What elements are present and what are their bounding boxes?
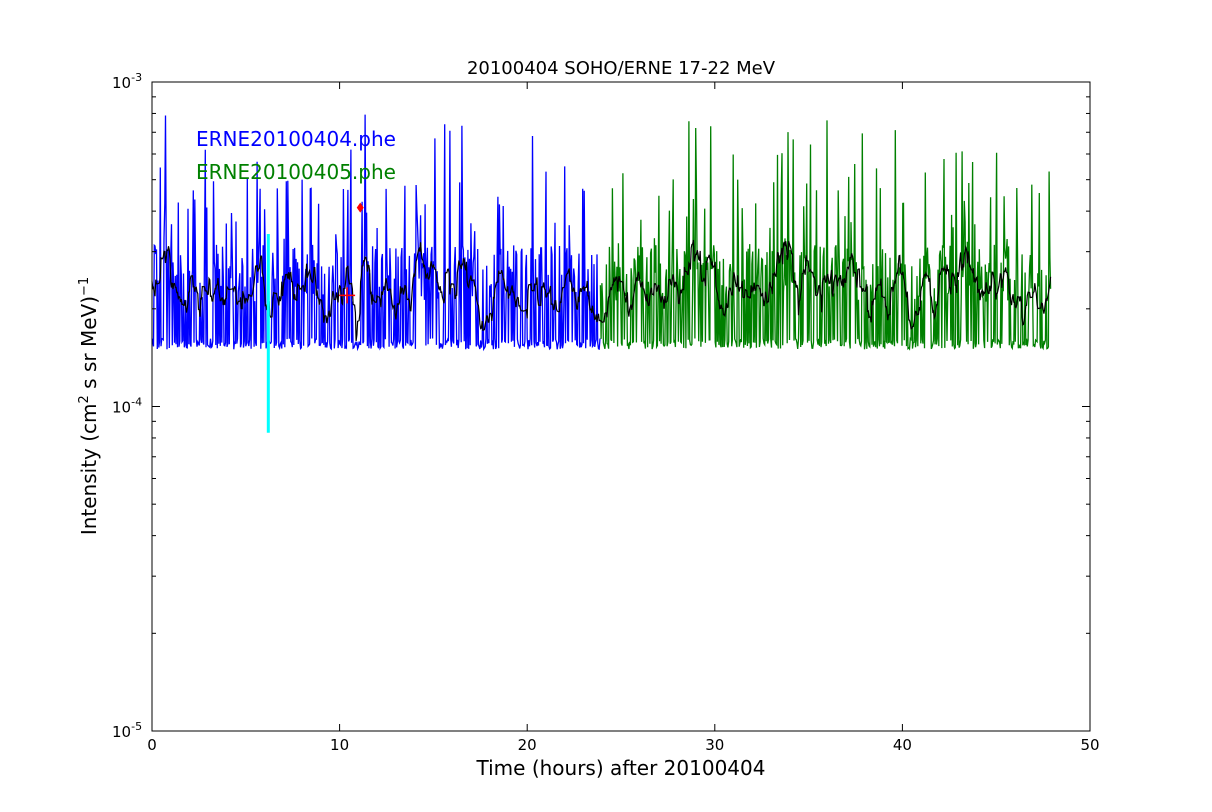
y-tick-label: 10-3 <box>112 71 142 92</box>
legend-entry-erne20100404: ERNE20100404.phe <box>196 127 396 151</box>
diamond-marker <box>356 202 364 213</box>
x-tick-label: 30 <box>705 736 724 754</box>
ticks-layer: 0 10 20 30 40 50 10-5 10-4 10-3 <box>112 71 1100 754</box>
y-tick-label: 10-5 <box>112 720 142 741</box>
y-axis-label: Intensity (cm2 s sr MeV)−1 <box>77 277 101 535</box>
x-tick-label: 20 <box>518 736 537 754</box>
y-tick-label: 10-4 <box>112 396 142 417</box>
x-tick-label: 40 <box>893 736 912 754</box>
series-line-1 <box>151 114 601 352</box>
chart-title: 20100404 SOHO/ERNE 17-22 MeV <box>467 58 776 79</box>
smoothed-line <box>151 239 1052 342</box>
y-axis-label-mid: s sr MeV) <box>77 296 101 395</box>
y-axis-label-sup2: −1 <box>77 277 92 296</box>
x-tick-label: 0 <box>147 736 157 754</box>
x-axis-label: Time (hours) after 20100404 <box>476 756 766 780</box>
plot-layer <box>151 114 1052 433</box>
series-line-2 <box>599 120 1052 351</box>
cross-marker <box>339 287 356 304</box>
y-axis-label-sup1: 2 <box>77 395 92 403</box>
legend: ERNE20100404.phe ERNE20100405.phe <box>196 127 396 184</box>
x-tick-label: 10 <box>330 736 349 754</box>
x-tick-label: 50 <box>1080 736 1099 754</box>
y-axis-label-main: Intensity (cm <box>77 403 101 535</box>
legend-entry-erne20100405: ERNE20100405.phe <box>196 160 396 184</box>
